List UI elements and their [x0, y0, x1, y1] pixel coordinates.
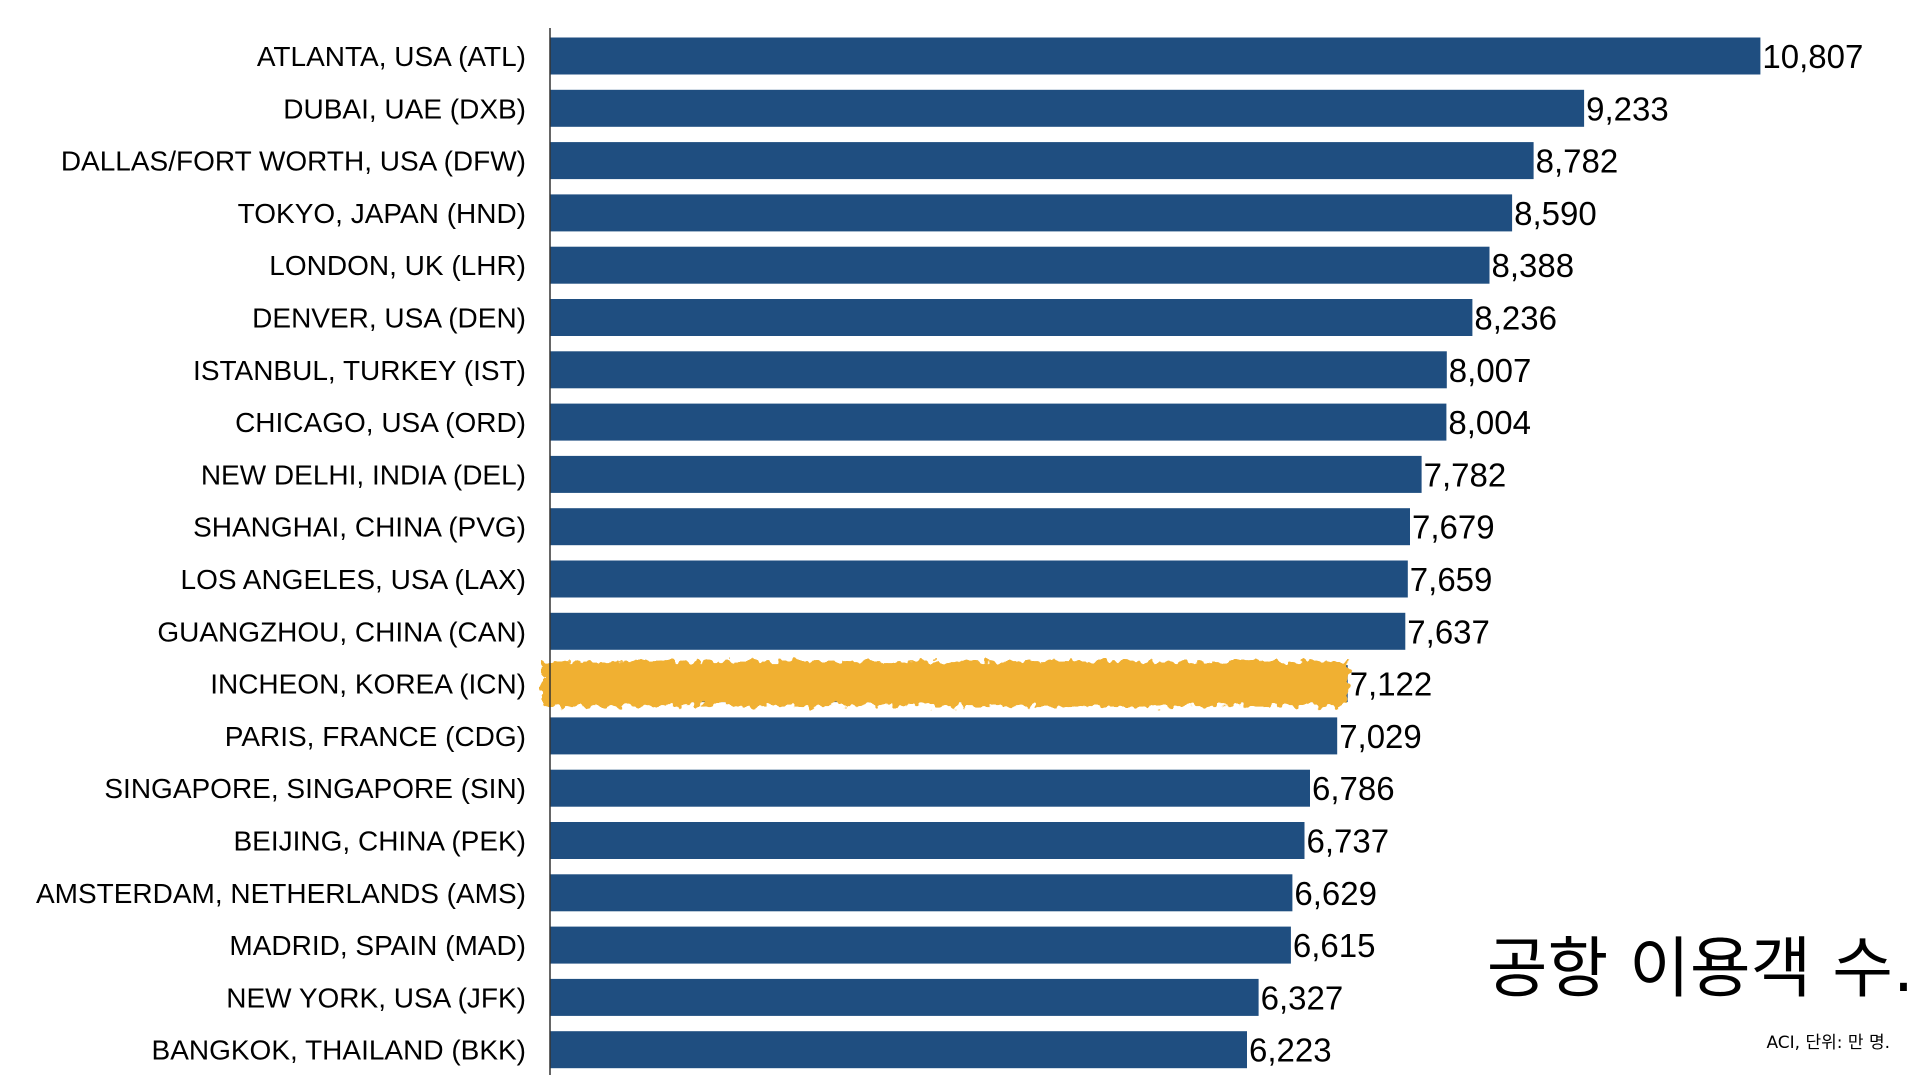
bar-pek [550, 822, 1305, 859]
value-label-pvg: 7,679 [1412, 509, 1495, 546]
bar-cdg [550, 717, 1338, 755]
value-label-lax: 7,659 [1410, 561, 1493, 598]
value-label-sin: 6,786 [1312, 770, 1395, 807]
value-label-dxb: 9,233 [1586, 90, 1669, 127]
chart-title: 공항 이용객 수. [1486, 930, 1914, 1007]
category-label-hnd: TOKYO, JAPAN (HND) [238, 198, 526, 229]
bar-atl [550, 37, 1761, 75]
chart-source-note: ACI, 단위: 만 명. [1766, 1033, 1890, 1053]
value-label-mad: 6,615 [1293, 927, 1376, 964]
category-label-den: DENVER, USA (DEN) [252, 303, 526, 334]
value-label-icn: 7,122 [1350, 666, 1433, 703]
category-label-del: NEW DELHI, INDIA (DEL) [201, 459, 526, 490]
bar-hnd [550, 194, 1513, 232]
highlight-layer [542, 661, 1348, 707]
value-label-hnd: 8,590 [1514, 195, 1597, 232]
value-label-ist: 8,007 [1449, 352, 1532, 389]
bar-pvg [550, 508, 1410, 546]
value-label-jfk: 6,327 [1261, 979, 1344, 1016]
category-label-atl: ATLANTA, USA (ATL) [257, 41, 526, 72]
highlight-scribble-icn [542, 661, 1348, 707]
value-label-atl: 10,807 [1762, 38, 1863, 75]
bar-bkk [550, 1031, 1247, 1069]
bar-can [550, 612, 1406, 650]
bar-mad [550, 926, 1291, 964]
bar-jfk [550, 978, 1259, 1016]
value-label-den: 8,236 [1474, 300, 1557, 337]
category-label-can: GUANGZHOU, CHINA (CAN) [157, 616, 526, 647]
category-label-lhr: LONDON, UK (LHR) [269, 250, 526, 281]
bar-lhr [550, 246, 1490, 284]
value-label-lhr: 8,388 [1492, 247, 1575, 284]
bar-dxb [550, 89, 1585, 127]
bar-ams [550, 874, 1293, 912]
category-labels: ATLANTA, USA (ATL) DUBAI, UAE (DXB) DALLAS… [36, 41, 526, 1066]
value-label-cdg: 7,029 [1339, 718, 1422, 755]
category-label-ams: AMSTERDAM, NETHERLANDS (AMS) [36, 878, 526, 909]
category-label-jfk: NEW YORK, USA (JFK) [226, 982, 526, 1013]
bar-del [550, 455, 1422, 493]
value-label-ord: 8,004 [1448, 404, 1531, 441]
category-label-pek: BEIJING, CHINA (PEK) [234, 826, 527, 857]
value-label-can: 7,637 [1407, 613, 1490, 650]
value-label-dfw: 8,782 [1536, 143, 1619, 180]
bar-ist [550, 351, 1447, 389]
bars-layer [550, 37, 1761, 1069]
category-label-sin: SINGAPORE, SINGAPORE (SIN) [104, 773, 526, 804]
value-label-ams: 6,629 [1294, 875, 1377, 912]
bar-ord [550, 403, 1447, 441]
value-label-pek: 6,737 [1307, 823, 1390, 860]
category-label-ord: CHICAGO, USA (ORD) [235, 407, 526, 438]
category-label-cdg: PARIS, FRANCE (CDG) [225, 721, 526, 752]
bar-dfw [550, 142, 1534, 180]
category-label-dfw: DALLAS/FORT WORTH, USA (DFW) [61, 146, 526, 177]
value-label-del: 7,782 [1424, 456, 1507, 493]
category-label-mad: MADRID, SPAIN (MAD) [229, 930, 526, 961]
category-label-dxb: DUBAI, UAE (DXB) [283, 93, 526, 124]
category-label-icn: INCHEON, KOREA (ICN) [210, 669, 526, 700]
category-label-pvg: SHANGHAI, CHINA (PVG) [193, 512, 526, 543]
value-labels: 10,807 9,233 8,782 8,590 8,388 8,236 8,007 8,00… [1249, 38, 1863, 1069]
category-label-bkk: BANGKOK, THAILAND (BKK) [152, 1035, 526, 1066]
category-label-ist: ISTANBUL, TURKEY (IST) [193, 355, 526, 386]
bar-sin [550, 769, 1310, 807]
bar-lax [550, 560, 1408, 598]
value-label-bkk: 6,223 [1249, 1032, 1332, 1069]
bar-den [550, 299, 1473, 336]
category-label-lax: LOS ANGELES, USA (LAX) [181, 564, 526, 595]
